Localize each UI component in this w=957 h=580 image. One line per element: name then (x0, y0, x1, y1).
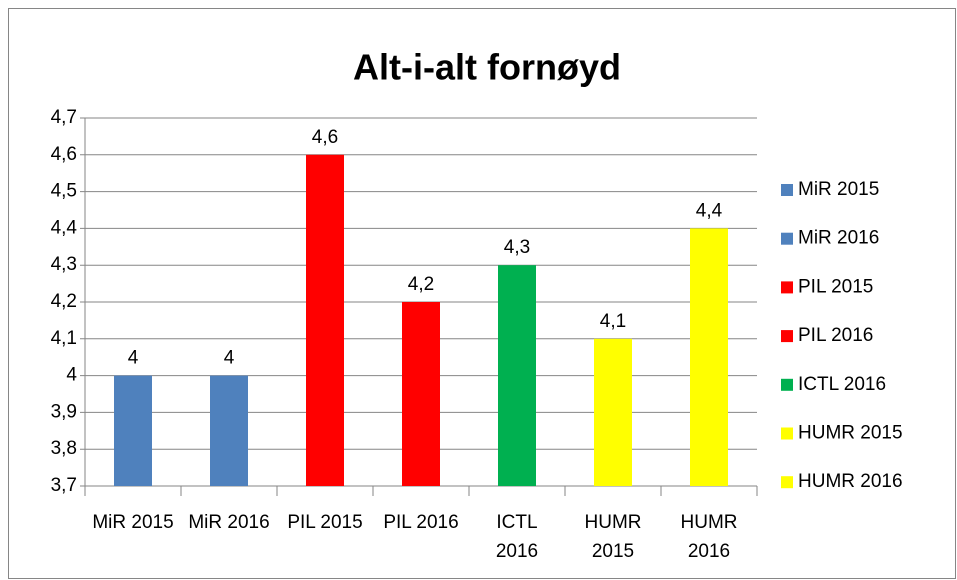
legend-label: PIL 2015 (798, 276, 873, 297)
legend-swatch (781, 281, 793, 294)
y-tick-label: 4 (66, 365, 77, 386)
x-tick-label: HUMR 2016 (681, 512, 738, 562)
y-tick-label: 4,3 (51, 254, 77, 275)
legend-swatch (781, 378, 793, 391)
x-tick-label: MiR 2015 (92, 512, 173, 533)
x-tick-label: PIL 2016 (383, 512, 458, 533)
data-label: 4,4 (696, 200, 723, 221)
chart-title: Alt-i-alt fornøyd (353, 47, 621, 88)
bar (306, 154, 344, 487)
bar (594, 338, 632, 486)
legend-label: HUMR 2016 (798, 471, 903, 492)
legend-swatch (781, 427, 793, 440)
y-tick-label: 3,8 (51, 438, 77, 459)
y-tick-label: 3,7 (51, 475, 77, 496)
x-tick-label: MiR 2016 (188, 512, 269, 533)
legend-swatch (781, 184, 793, 196)
legend-label: MiR 2015 (798, 179, 879, 200)
y-tick-label: 4,5 (51, 181, 77, 202)
bar (402, 302, 440, 486)
data-label: 4,1 (600, 311, 626, 332)
chart-frame (8, 8, 956, 579)
y-tick-label: 4,1 (51, 328, 77, 349)
x-tick-label-line: HUMR (681, 512, 738, 533)
legend-label: ICTL 2016 (798, 374, 886, 395)
data-label: 4 (224, 348, 235, 369)
y-tick-label: 3,9 (51, 401, 77, 422)
bar (114, 375, 152, 486)
y-tick-label: 4,7 (51, 107, 77, 128)
x-tick-label-line: 2015 (592, 541, 634, 562)
y-tick-label: 4,2 (51, 291, 77, 312)
x-tick-label: ICTL 2016 (496, 512, 538, 562)
x-tick-label: PIL 2015 (287, 512, 362, 533)
bar (210, 375, 248, 486)
bar (690, 228, 728, 486)
legend-swatch (781, 232, 793, 245)
data-label: 4,6 (312, 127, 338, 148)
legend-label: PIL 2016 (798, 325, 873, 346)
legend-swatch (781, 330, 793, 343)
y-tick-label: 4,4 (51, 217, 78, 238)
legend-label: HUMR 2015 (798, 423, 903, 444)
data-label: 4 (128, 348, 139, 369)
x-tick-label-line: HUMR (585, 512, 642, 533)
x-tick-label-line: 2016 (496, 541, 538, 562)
x-tick-label-line: ICTL (496, 512, 537, 533)
y-tick-label: 4,6 (51, 144, 77, 165)
x-tick-label-line: 2016 (688, 541, 730, 562)
data-label: 4,2 (408, 274, 434, 295)
legend-label: MiR 2016 (798, 228, 879, 249)
data-label: 4,3 (504, 237, 530, 258)
legend-swatch (781, 476, 793, 489)
bar (498, 265, 536, 486)
x-tick-label: HUMR 2015 (585, 512, 642, 562)
